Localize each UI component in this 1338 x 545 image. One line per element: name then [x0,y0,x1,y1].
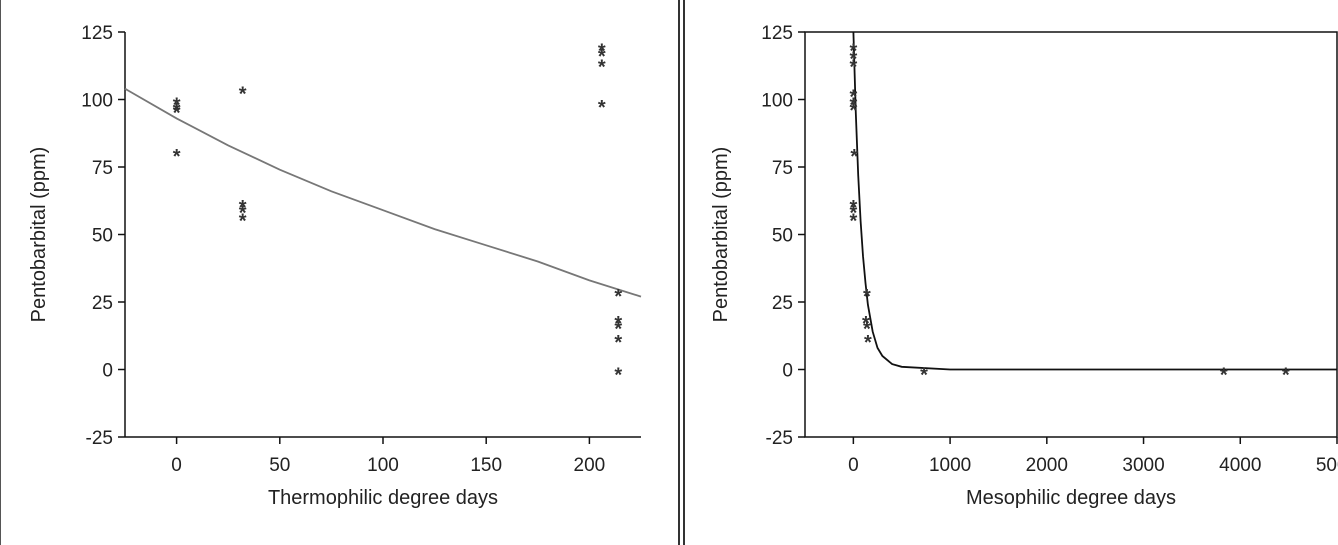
x-tick-label: 5000 [1316,455,1338,476]
data-point-marker: * [1220,365,1228,387]
data-point-marker: * [849,95,857,117]
y-axis-title: Pentobarbital (ppm) [710,147,732,323]
fit-curve [124,87,642,298]
data-point-marker: * [849,197,857,219]
left-chart-panel: -25 0 25 50 75 100 125 0 50 100 150 200 Thermophilic… [0,0,680,545]
x-tick-label: 0 [171,455,182,476]
x-axis-title: Mesophilic degree days [966,487,1176,509]
x-tick-label: 3000 [1122,455,1164,476]
data-point-marker: * [239,211,247,233]
data-point-marker: * [239,84,247,106]
y-tick-label: 75 [92,158,113,179]
y-tick-label: 125 [81,23,113,44]
y-tick-label: 0 [102,361,113,382]
y-tick-label: 25 [92,293,113,314]
data-point-marker: * [598,57,606,79]
data-point-marker: * [173,103,181,125]
data-point-marker: * [862,313,870,335]
x-tick-label: 0 [848,455,859,476]
data-point-marker: * [850,146,858,168]
y-tick-label: 25 [772,293,793,314]
y-tick-label: 100 [81,91,113,112]
data-point-marker: * [849,100,857,122]
data-point-marker: * [614,365,622,387]
data-point-marker: * [1282,365,1290,387]
y-tick-label: 100 [761,91,793,112]
x-tick-label: 200 [574,455,606,476]
x-tick-label: 2000 [1026,455,1068,476]
y-tick-label: -25 [766,428,793,449]
data-point-marker: * [239,203,247,225]
data-point-marker: * [849,49,857,71]
data-point-marker: * [863,286,871,308]
fit-curve [852,31,1337,371]
data-point-marker: * [173,95,181,117]
x-tick-label: 4000 [1219,455,1261,476]
y-tick-label: 50 [772,226,793,247]
y-axis-title: Pentobarbital (ppm) [28,147,50,323]
x-tick-label: 1000 [929,455,971,476]
y-tick-label: 50 [92,226,113,247]
data-point-marker: * [920,365,928,387]
x-tick-label: 100 [367,455,399,476]
data-point-marker: * [864,332,872,354]
data-point-marker: * [849,203,857,225]
data-point-marker: * [863,319,871,341]
y-tick-label: 0 [782,361,793,382]
data-point-marker: * [239,197,247,219]
data-point-marker: * [173,146,181,168]
data-point-marker: * [598,41,606,63]
data-point-marker: * [598,97,606,119]
data-point-marker: * [614,313,622,335]
data-point-marker: * [614,319,622,341]
data-point-marker: * [849,211,857,233]
y-tick-label: 125 [761,23,793,44]
data-point-marker: * [614,332,622,354]
thermophilic-chart: -25 0 25 50 75 100 125 0 50 100 150 200 Thermophilic… [28,23,642,509]
right-chart-panel: -25 0 25 50 75 100 125 0 1000 2000 3000 4000 5000 Mes… [683,0,1338,545]
y-tick-label: -25 [86,428,113,449]
data-point-marker: * [849,57,857,79]
plot-frame [804,31,1338,438]
data-point-marker: * [849,86,857,108]
x-axis-title: Thermophilic degree days [268,487,498,509]
mesophilic-chart: -25 0 25 50 75 100 125 0 1000 2000 3000 4000 5000 Mes… [710,23,1338,509]
x-tick-label: 150 [470,455,502,476]
data-point-marker: * [173,100,181,122]
y-tick-label: 75 [772,158,793,179]
x-tick-label: 50 [269,455,290,476]
data-point-marker: * [614,286,622,308]
data-point-marker: * [598,46,606,68]
data-point-marker: * [849,41,857,63]
